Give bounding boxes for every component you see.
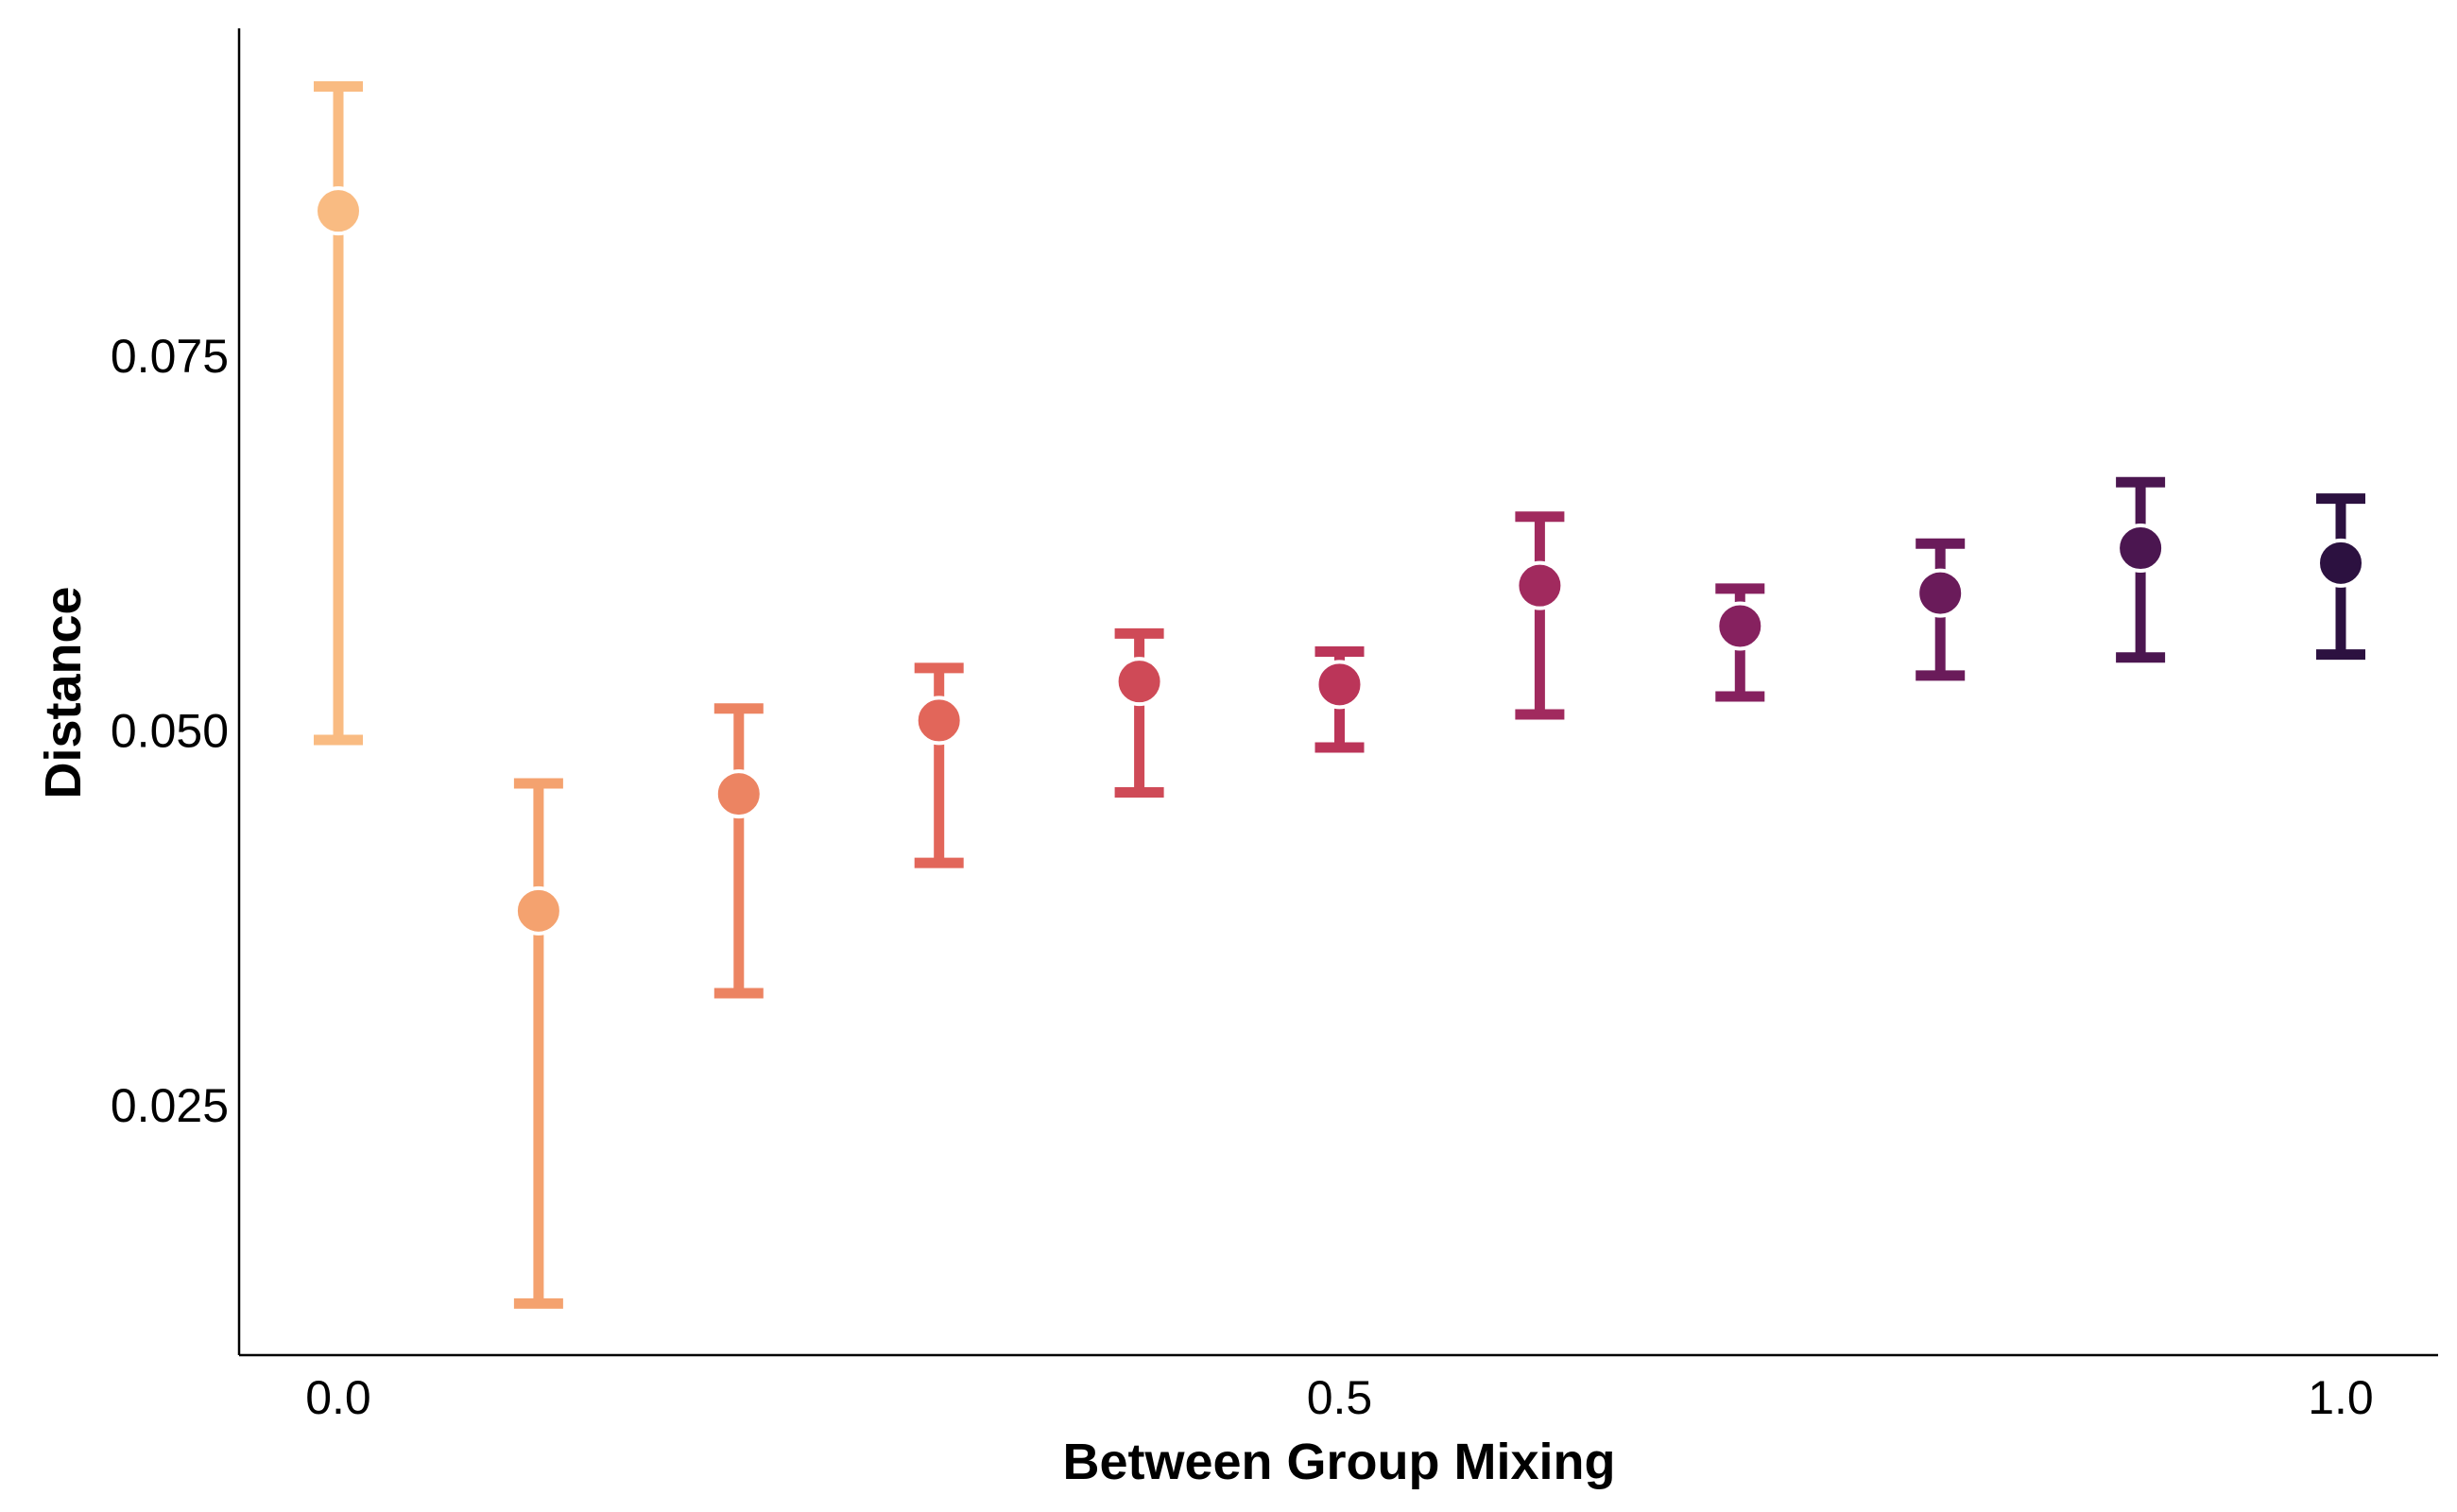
- data-point: [1114, 657, 1164, 707]
- error-bar: [713, 703, 764, 999]
- x-tick-label: 1.0: [2308, 1371, 2374, 1424]
- y-axis-title: Distance: [35, 586, 92, 799]
- data-point: [1916, 568, 1966, 618]
- axes: 0.0 0.5 1.0 0.025 0.050 0.075: [111, 28, 2438, 1424]
- data-point: [2116, 524, 2166, 574]
- x-tick-label: 0.5: [1307, 1371, 1373, 1424]
- data-point: [513, 885, 563, 936]
- data-point: [1715, 601, 1765, 651]
- error-bar: [513, 778, 563, 1309]
- error-bar: [314, 81, 363, 746]
- data-point: [1314, 660, 1365, 710]
- x-axis-title: Between Group Mixing: [1062, 1434, 1615, 1490]
- error-bar: [1515, 511, 1565, 720]
- data-point: [1515, 560, 1565, 610]
- y-tick-label: 0.025: [111, 1079, 229, 1132]
- data-point: [914, 696, 964, 746]
- data-point: [314, 186, 363, 236]
- y-tick-label: 0.050: [111, 705, 229, 758]
- data-points: [314, 186, 2365, 936]
- y-tick-label: 0.075: [111, 330, 229, 383]
- x-tick-label: 0.0: [305, 1371, 371, 1424]
- data-point: [2316, 538, 2365, 588]
- data-point: [713, 769, 764, 819]
